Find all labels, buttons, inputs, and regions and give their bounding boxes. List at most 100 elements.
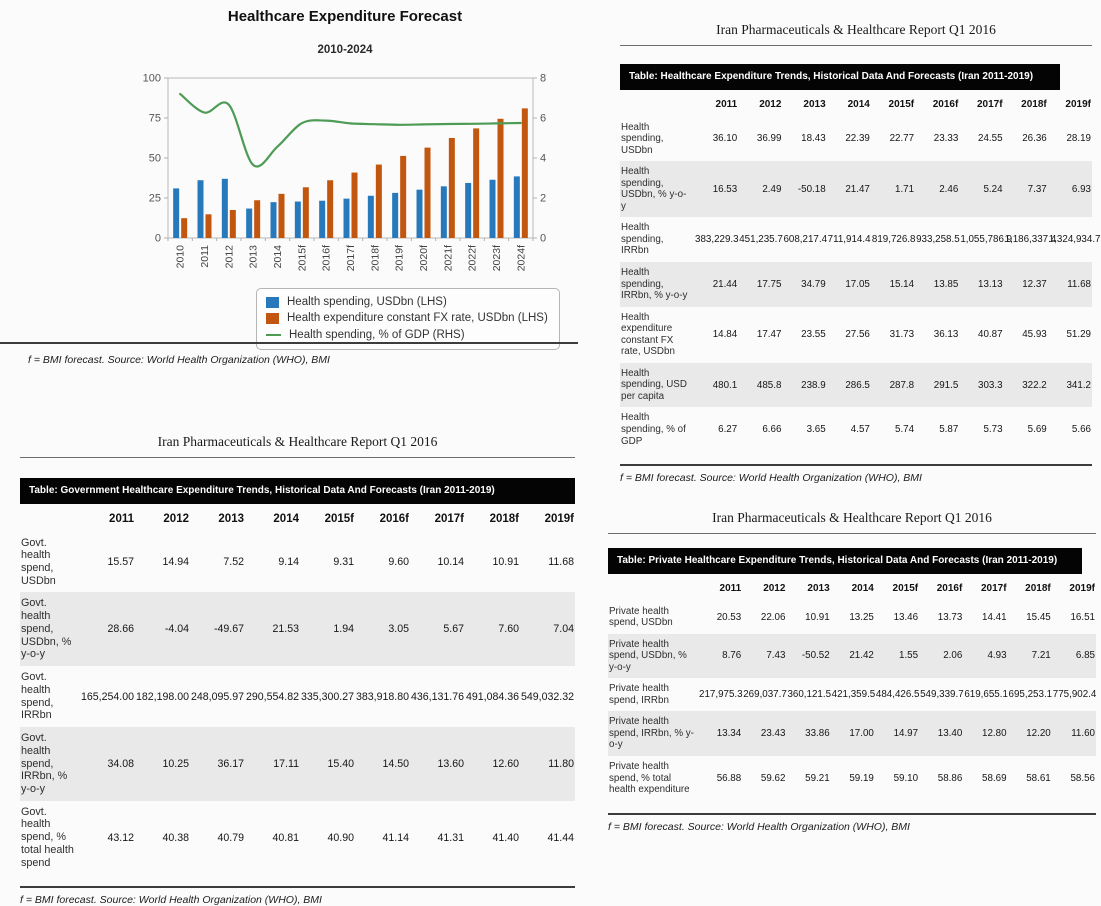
cell-value: 5.67 bbox=[443, 623, 464, 636]
cell-value: 421,359.5 bbox=[831, 689, 876, 701]
row-label: Private health spend, USDbn bbox=[609, 605, 673, 629]
right-axis-tick-label: 4 bbox=[540, 153, 546, 165]
cell-value: 15.45 bbox=[1026, 611, 1051, 623]
cell-value: 711,914.4 bbox=[827, 234, 871, 246]
cell-value: 619,655.1 bbox=[964, 689, 1008, 701]
cell-value: 608,217.4 bbox=[783, 234, 828, 246]
cell-value: 303.3 bbox=[978, 379, 1003, 391]
cell-value: 13.34 bbox=[716, 728, 742, 740]
bar bbox=[473, 128, 480, 238]
bar bbox=[278, 193, 285, 238]
healthcare-expenditure-chart: 0 25 50 75 100 0 2 4 6 8 2010 2011 2012 2013 2014 2015f… bbox=[143, 73, 546, 272]
cell-value: 9.60 bbox=[388, 555, 409, 568]
table-row: Private health spend, IRRbn, % y-o-y 13.3… bbox=[608, 711, 1096, 756]
bar bbox=[294, 201, 301, 238]
column-header-year: 2016f bbox=[932, 98, 959, 110]
table-title-bar: Table: Healthcare Expenditure Trends, Hi… bbox=[620, 64, 1060, 90]
x-axis-tick-label: 2017f bbox=[345, 245, 357, 271]
row-label: Health spending, % of GDP bbox=[621, 412, 686, 447]
bar bbox=[375, 164, 382, 238]
table-row: Health spending, % of GDP 6.27 6.66 3.65 4.5… bbox=[620, 407, 1092, 452]
row-label: Health spending, USDbn, % y-o-y bbox=[621, 166, 687, 212]
row-label: Health expenditure constant FX rate, USD… bbox=[621, 311, 675, 358]
cell-value: 7.43 bbox=[766, 650, 786, 662]
row-label: Health spending, USD per capita bbox=[621, 367, 687, 402]
government-expenditure-section: Iran Pharmaceuticals & Healthcare Report… bbox=[20, 434, 575, 906]
cell-value: 22.06 bbox=[760, 611, 786, 623]
x-axis-tick-label: 2021f bbox=[442, 245, 454, 271]
cell-value: 17.75 bbox=[756, 278, 782, 290]
column-header-year: 2015f bbox=[888, 98, 915, 110]
cell-value: 335,300.27 bbox=[301, 690, 355, 703]
legend-line-marker-icon bbox=[266, 333, 281, 337]
cell-value: 9.31 bbox=[333, 555, 354, 568]
cell-value: 1.71 bbox=[895, 183, 915, 195]
cell-value: 13.13 bbox=[978, 278, 1003, 290]
bar bbox=[173, 188, 180, 238]
cell-value: 485.8 bbox=[756, 379, 782, 391]
table-title-bar: Table: Government Healthcare Expenditure… bbox=[20, 478, 575, 504]
column-header-year: 2017f bbox=[976, 98, 1003, 110]
cell-value: 14.97 bbox=[893, 728, 919, 740]
cell-value: 41.14 bbox=[382, 831, 409, 844]
cell-value: 17.11 bbox=[273, 757, 299, 770]
cell-value: 34.08 bbox=[107, 757, 134, 770]
table-row: Health expenditure constant FX rate, USD… bbox=[620, 307, 1092, 363]
bar bbox=[270, 202, 277, 238]
cell-value: 1,324,934.7 bbox=[1048, 234, 1101, 246]
x-axis-tick-label: 2022f bbox=[467, 245, 479, 271]
bar-series-1 bbox=[181, 108, 528, 239]
table-row: Health spending, IRRbn, % y-o-y 21.44 17.7… bbox=[620, 261, 1092, 307]
column-header-blank bbox=[608, 574, 698, 601]
table-row: Health spending, USD per capita 480.1 485.… bbox=[620, 362, 1092, 408]
cell-value: 22.39 bbox=[845, 133, 870, 145]
bar bbox=[521, 108, 528, 239]
cell-value: 322.2 bbox=[1022, 379, 1047, 391]
column-header-year: 2017f bbox=[980, 582, 1007, 594]
column-header-year: 2016f bbox=[379, 512, 409, 525]
column-header-row: 2011 2012 2013 2014 2015f 2016f 2017f 2018f 2019… bbox=[620, 90, 1092, 117]
cell-value: 2.46 bbox=[939, 183, 959, 195]
cell-value: 695,253.1 bbox=[1008, 689, 1053, 701]
cell-value: 10.14 bbox=[437, 555, 464, 568]
cell-value: 436,131.76 bbox=[411, 690, 465, 703]
row-label: Health spending, IRRbn, % y-o-y bbox=[621, 266, 688, 302]
table-row: Private health spend, % total health exp… bbox=[608, 756, 1096, 801]
column-header-year: 2012 bbox=[763, 582, 786, 594]
bar bbox=[221, 178, 228, 238]
cell-value: 21.44 bbox=[712, 278, 738, 290]
chart-footnote: f = BMI forecast. Source: World Health O… bbox=[28, 354, 330, 366]
cell-value: 6.93 bbox=[1071, 183, 1091, 195]
cell-value: 5.24 bbox=[983, 183, 1003, 195]
cell-value: 480.1 bbox=[712, 379, 738, 391]
column-header-year: 2011 bbox=[719, 582, 742, 594]
cell-value: 3.65 bbox=[806, 424, 826, 436]
cell-value: -50.52 bbox=[801, 650, 830, 662]
cell-value: 59.19 bbox=[849, 772, 874, 784]
column-header-row: 2011 2012 2013 2014 2015f 2016f 2017f 2018f 2019… bbox=[20, 504, 575, 532]
footnote-rule: f = BMI forecast. Source: World Health O… bbox=[608, 812, 1096, 833]
bar bbox=[448, 138, 455, 238]
cell-value: 8.76 bbox=[722, 650, 742, 662]
right-axis-tick-label: 8 bbox=[540, 73, 546, 85]
x-axis-tick-label: 2012 bbox=[223, 245, 235, 269]
cell-value: 34.79 bbox=[801, 278, 826, 290]
overall-expenditure-table: 2011 2012 2013 2014 2015f 2016f 2017f 2018f 2019… bbox=[620, 90, 1101, 453]
column-header-blank bbox=[20, 504, 80, 532]
cell-value: 7.21 bbox=[1031, 650, 1051, 662]
cell-value: 23.55 bbox=[801, 329, 826, 341]
column-header-year: 2014 bbox=[847, 98, 870, 110]
row-label: Govt. health spend, USDbn, % y-o-y bbox=[21, 597, 72, 661]
cell-value: 1,186,337.4 bbox=[1004, 234, 1057, 246]
cell-value: 269,037.7 bbox=[743, 689, 787, 701]
cell-value: 24.55 bbox=[978, 133, 1003, 145]
left-axis-tick-label: 0 bbox=[155, 233, 161, 245]
bar bbox=[205, 214, 212, 238]
cell-value: 5.74 bbox=[895, 424, 915, 436]
legend-item: Health spending, USDbn (LHS) bbox=[266, 294, 548, 310]
column-header-year: 2018f bbox=[489, 512, 519, 525]
row-label: Health spending, USDbn bbox=[621, 121, 664, 156]
cell-value: 287.8 bbox=[889, 379, 915, 391]
column-header-year: 2011 bbox=[715, 98, 738, 110]
cell-value: 7.60 bbox=[498, 623, 519, 636]
